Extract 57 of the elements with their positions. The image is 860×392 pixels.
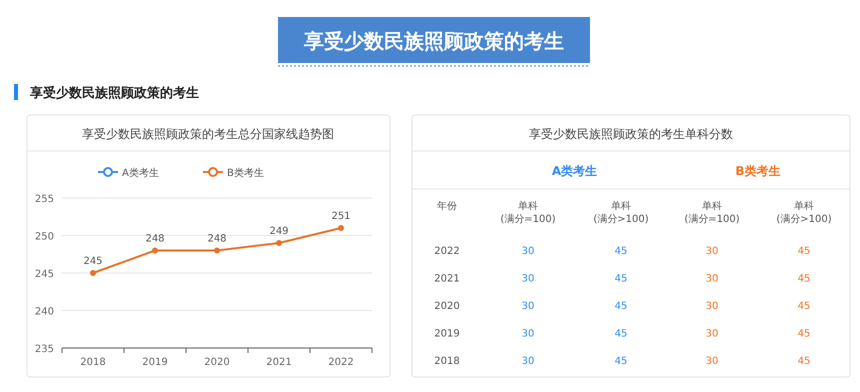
text: 享受少数民族照顾政策的考生	[29, 85, 199, 101]
y-tick-label: 2021	[434, 274, 460, 284]
data-label: 30	[522, 301, 534, 312]
x-tick-label: 2019	[142, 357, 168, 368]
y-tick-label: 245	[34, 269, 54, 280]
legend-label: A类考生	[122, 167, 159, 179]
data-label: 30	[706, 246, 718, 257]
y-tick-label: 2022	[434, 246, 460, 257]
data-label: 30	[522, 328, 534, 340]
legend-label: B类考生	[227, 167, 264, 179]
y-tick-label: 240	[34, 306, 54, 318]
x-tick-label: 单科 (满分>100)	[593, 200, 649, 225]
x-tick-label: 2022	[328, 357, 354, 368]
chart-title: 享受少数民族照顾政策的考生单科分数	[529, 127, 733, 141]
data-label: 30	[522, 246, 534, 257]
y-axis-title: 年份	[437, 200, 457, 212]
data-label: 251	[331, 211, 351, 222]
y-tick-label: 2020	[434, 301, 460, 312]
point	[338, 225, 344, 231]
data-label: 30	[706, 356, 718, 367]
data-label: 45	[798, 301, 810, 312]
x-tick-label: 单科 (满分=100)	[500, 200, 556, 225]
y-tick-label: 250	[34, 232, 54, 242]
data-label: 45	[614, 301, 628, 312]
text: B类考生	[735, 164, 781, 178]
y-tick-label: 2019	[434, 328, 460, 340]
text: 享受少数民族照顾政策的考生	[303, 29, 564, 53]
data-label: 30	[522, 274, 534, 284]
point	[276, 240, 282, 246]
data-label: 45	[614, 328, 628, 340]
data-label: 248	[207, 234, 227, 244]
data-label: 245	[83, 256, 103, 267]
data-label: 45	[614, 246, 628, 257]
data-label: 30	[706, 301, 718, 312]
x-tick-label: 2020	[204, 357, 230, 368]
data-label: 45	[798, 246, 810, 257]
point	[214, 248, 220, 254]
point	[152, 248, 158, 254]
x-tick-label: 单科 (满分=100)	[684, 200, 740, 225]
data-label: 45	[798, 274, 810, 284]
x-tick-label: 单科 (满分>100)	[776, 200, 832, 225]
data-label: 45	[614, 274, 628, 284]
data-label: 248	[145, 234, 165, 244]
y-tick-label: 255	[34, 194, 54, 205]
text: A类考生	[552, 164, 598, 178]
data-label: 30	[706, 328, 718, 340]
x-tick-label: 2018	[80, 357, 106, 368]
point	[90, 270, 96, 276]
data-label: 45	[798, 328, 810, 340]
data-label: 30	[706, 274, 718, 284]
chart-title: 享受少数民族照顾政策的考生总分国家线趋势图	[82, 127, 334, 141]
x-tick-label: 2021	[266, 357, 292, 368]
data-label: 45	[798, 356, 810, 367]
data-label: 45	[614, 356, 628, 367]
data-label: 30	[522, 356, 534, 367]
y-tick-label: 235	[34, 344, 54, 355]
data-label: 249	[269, 226, 289, 237]
